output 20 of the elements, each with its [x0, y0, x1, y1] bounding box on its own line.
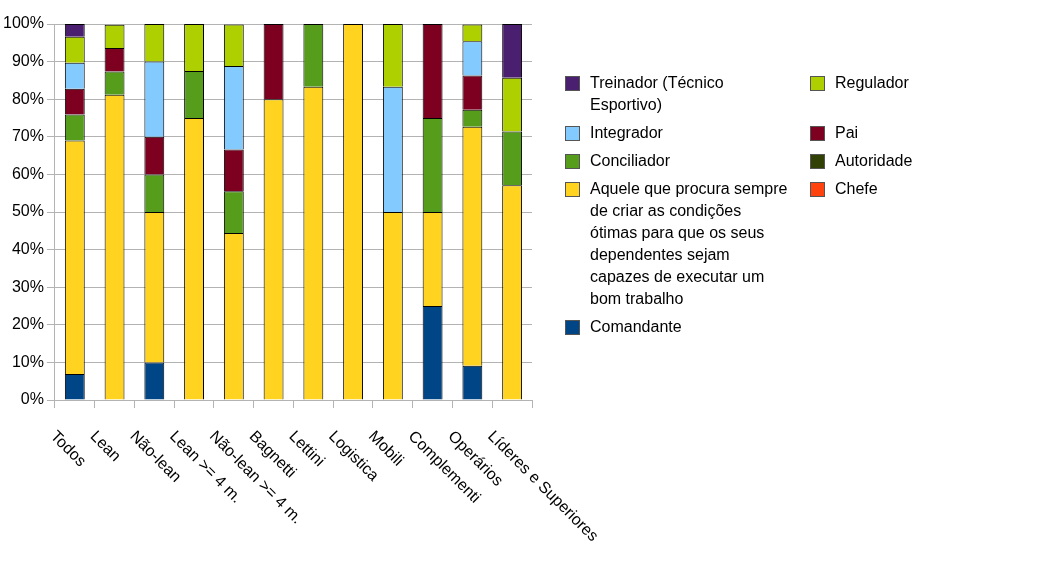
y-tick-label: 30%: [11, 277, 44, 295]
y-tick-label: 70%: [11, 127, 44, 145]
legend-label: Comandante: [590, 317, 682, 337]
y-tick-label: 60%: [11, 164, 44, 182]
y-tick-label: 10%: [11, 352, 44, 370]
y-tick-label: 50%: [11, 202, 44, 220]
y-tick-label: 80%: [11, 89, 44, 107]
y-tick-label: 40%: [11, 240, 44, 258]
legend-label: Chefe: [835, 179, 878, 199]
y-tick-label: 0%: [20, 390, 44, 408]
legend-label: Conciliador: [590, 151, 671, 171]
legend-label: Treinador (Técnico Esportivo): [590, 73, 725, 115]
legend-label: Aquele que procura sempre de criar as condições ótimas para que os seus dependentes sejam capazes de executar um bom trabalho: [590, 179, 789, 309]
y-tick-label: 100%: [3, 14, 44, 32]
legend-label: Integrador: [590, 123, 663, 143]
legend-label: Autoridade: [835, 151, 913, 171]
legend-label: Regulador: [835, 73, 909, 93]
legend-label: Pai: [835, 123, 859, 143]
y-tick-label: 90%: [11, 52, 44, 70]
y-tick-label: 20%: [11, 315, 44, 333]
